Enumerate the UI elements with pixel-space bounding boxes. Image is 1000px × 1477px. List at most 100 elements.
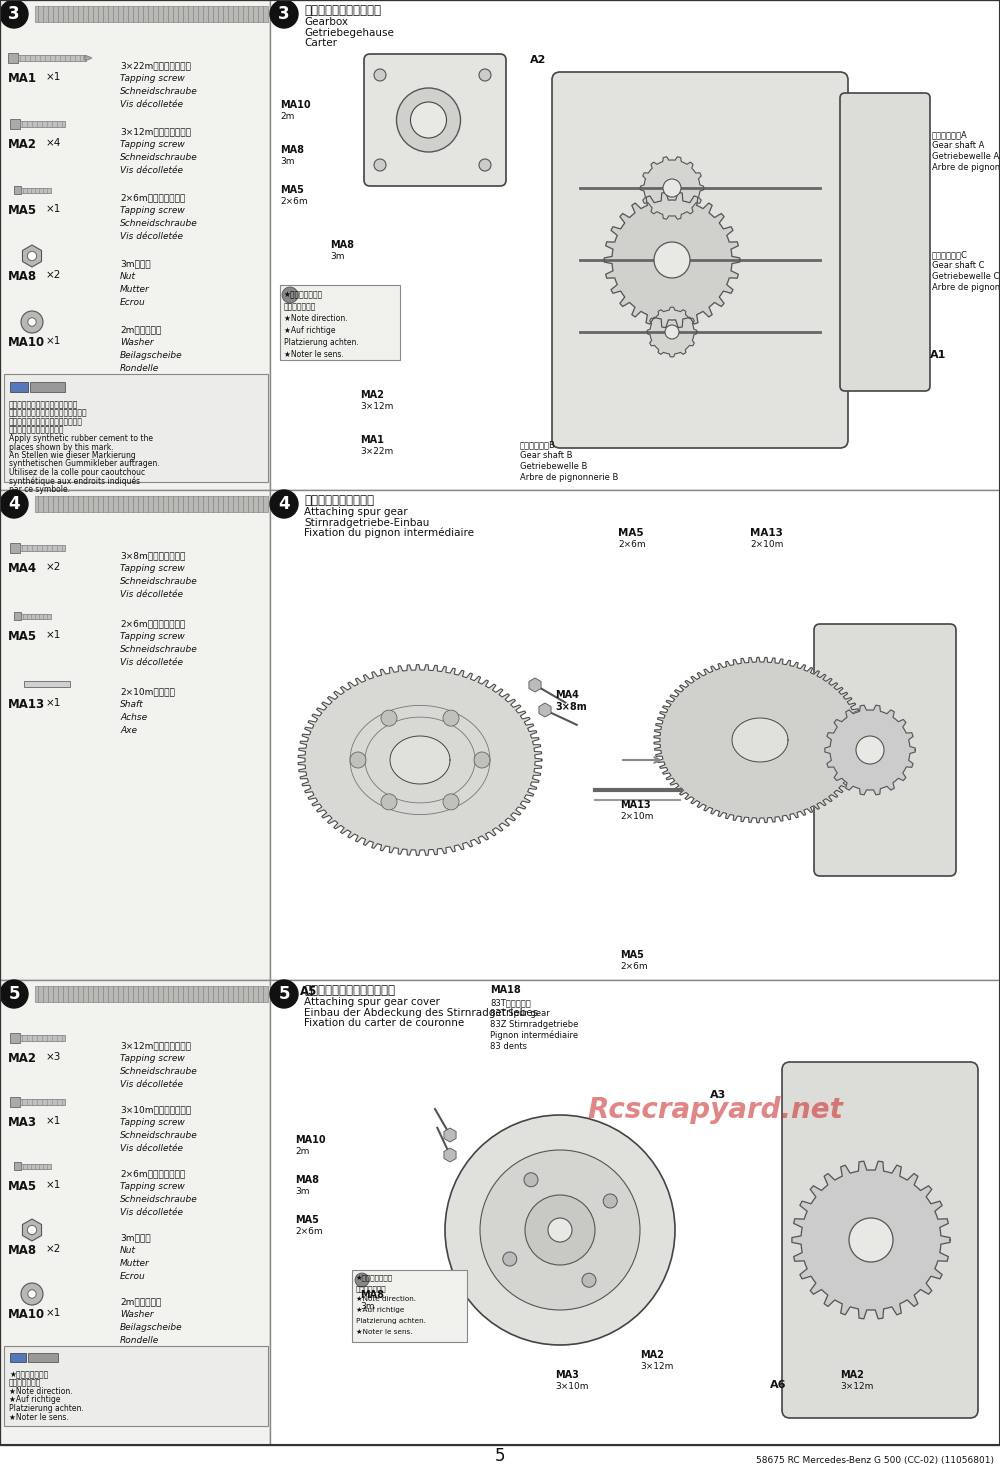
Circle shape: [443, 793, 459, 809]
Bar: [28, 1353, 58, 1362]
Bar: [0, 981, 270, 1445]
Bar: [35, 6, 268, 22]
Circle shape: [0, 981, 28, 1007]
FancyBboxPatch shape: [782, 1062, 978, 1418]
Text: Getriebewelle C: Getriebewelle C: [932, 272, 999, 281]
Text: 2×6mタッピングビス: 2×6mタッピングビス: [120, 1168, 185, 1179]
Circle shape: [525, 1195, 595, 1264]
Text: Platzierung achten.: Platzierung achten.: [284, 338, 359, 347]
Text: MA2: MA2: [8, 137, 37, 151]
Text: MA5: MA5: [620, 950, 644, 960]
Text: MA13: MA13: [750, 527, 783, 538]
Text: Apply synthetic rubber cement to the: Apply synthetic rubber cement to the: [9, 434, 153, 443]
Text: 58675 RC Mercedes-Benz G 500 (CC-02) (11056801): 58675 RC Mercedes-Benz G 500 (CC-02) (11…: [756, 1456, 994, 1465]
Text: ★Note direction.: ★Note direction.: [356, 1295, 416, 1303]
Text: MA13: MA13: [8, 699, 45, 710]
Circle shape: [411, 102, 446, 137]
Circle shape: [479, 69, 491, 81]
Bar: [14, 186, 21, 193]
Text: ★Noter le sens.: ★Noter le sens.: [356, 1329, 413, 1335]
Bar: [10, 383, 28, 391]
Polygon shape: [654, 657, 866, 823]
Text: MA4
3×8m: MA4 3×8m: [555, 690, 587, 712]
FancyBboxPatch shape: [814, 623, 956, 876]
Text: Tapping screw: Tapping screw: [120, 564, 185, 573]
Text: 4: 4: [278, 495, 290, 513]
Text: Vis décolletée: Vis décolletée: [120, 589, 183, 600]
Text: Beilagscheibe: Beilagscheibe: [120, 1323, 183, 1332]
FancyBboxPatch shape: [364, 55, 506, 186]
Circle shape: [270, 0, 298, 28]
Bar: [21, 613, 51, 619]
Polygon shape: [825, 705, 915, 795]
Circle shape: [21, 1284, 43, 1306]
Text: Stirnradgetriebe-Einbau: Stirnradgetriebe-Einbau: [304, 518, 429, 527]
Text: Schneidschraube: Schneidschraube: [120, 1195, 198, 1204]
Text: このマークは合成ゴム系接絀剤で: このマークは合成ゴム系接絀剤で: [9, 400, 78, 409]
Circle shape: [374, 69, 386, 81]
Bar: [4, 1346, 268, 1425]
Text: MA5: MA5: [280, 185, 304, 195]
Text: MA8: MA8: [8, 270, 37, 284]
Bar: [10, 120, 20, 128]
Text: Tapping screw: Tapping screw: [120, 205, 185, 216]
Text: ×1: ×1: [46, 1309, 61, 1317]
Text: Ecrou: Ecrou: [120, 1272, 146, 1281]
Circle shape: [582, 1273, 596, 1288]
Text: 3m: 3m: [360, 1303, 374, 1312]
Circle shape: [654, 242, 690, 278]
Text: 3: 3: [278, 4, 290, 24]
Circle shape: [540, 705, 550, 715]
Text: Platzierung achten.: Platzierung achten.: [9, 1405, 84, 1413]
Text: ★Note direction.: ★Note direction.: [9, 1387, 73, 1396]
Polygon shape: [298, 665, 542, 855]
Text: Ecrou: Ecrou: [120, 298, 146, 307]
Text: Schneidschraube: Schneidschraube: [120, 1066, 198, 1077]
Text: MA10: MA10: [280, 100, 311, 109]
Text: 4: 4: [8, 495, 20, 513]
Text: ギヤシャフトA: ギヤシャフトA: [932, 130, 968, 139]
Bar: [20, 1035, 65, 1041]
Text: A5: A5: [300, 985, 317, 998]
Bar: [270, 981, 1000, 1445]
Circle shape: [856, 736, 884, 764]
Text: ★Auf richtige: ★Auf richtige: [356, 1307, 404, 1313]
Bar: [10, 544, 20, 552]
Text: MA5: MA5: [618, 527, 644, 538]
Text: ギヤシャフトC: ギヤシャフトC: [932, 250, 968, 258]
Text: Gear shaft B: Gear shaft B: [520, 450, 572, 459]
Text: 5: 5: [495, 1447, 505, 1465]
Text: してください。: してください。: [356, 1285, 387, 1291]
Text: MA18: MA18: [490, 985, 521, 995]
Bar: [30, 383, 65, 391]
Circle shape: [445, 1130, 455, 1140]
Text: 83 dents: 83 dents: [490, 1041, 527, 1052]
Circle shape: [503, 1252, 517, 1266]
Circle shape: [530, 679, 540, 690]
Text: Rcscrapyard.net: Rcscrapyard.net: [587, 1096, 843, 1124]
Text: Shaft: Shaft: [120, 700, 144, 709]
Circle shape: [474, 752, 490, 768]
Circle shape: [282, 287, 298, 303]
Text: MA8: MA8: [330, 239, 354, 250]
Polygon shape: [792, 1161, 950, 1319]
Text: ★Auf richtige: ★Auf richtige: [284, 326, 336, 335]
Text: 3×22mタッピングビス: 3×22mタッピングビス: [120, 61, 191, 69]
Text: ★品の向きに注意: ★品の向きに注意: [284, 289, 323, 298]
Bar: [35, 496, 268, 513]
Text: Arbre de pignonnerie C: Arbre de pignonnerie C: [932, 284, 1000, 292]
Bar: [20, 545, 65, 551]
Text: places shown by this mark.: places shown by this mark.: [9, 443, 114, 452]
Circle shape: [270, 981, 298, 1007]
Circle shape: [663, 179, 681, 196]
Circle shape: [27, 1226, 37, 1235]
Text: ★Note direction.: ★Note direction.: [284, 315, 348, 323]
Circle shape: [27, 251, 37, 260]
Text: Vis décolletée: Vis décolletée: [120, 100, 183, 109]
Text: 3m: 3m: [280, 157, 294, 165]
Text: 83Tスパーギヤ: 83Tスパーギヤ: [490, 998, 531, 1007]
Circle shape: [524, 1173, 538, 1188]
Text: synthétique aux endroits indiqués: synthétique aux endroits indiqués: [9, 477, 140, 486]
Circle shape: [603, 1193, 617, 1208]
Text: 3×12mタッピングビス: 3×12mタッピングビス: [120, 127, 191, 136]
